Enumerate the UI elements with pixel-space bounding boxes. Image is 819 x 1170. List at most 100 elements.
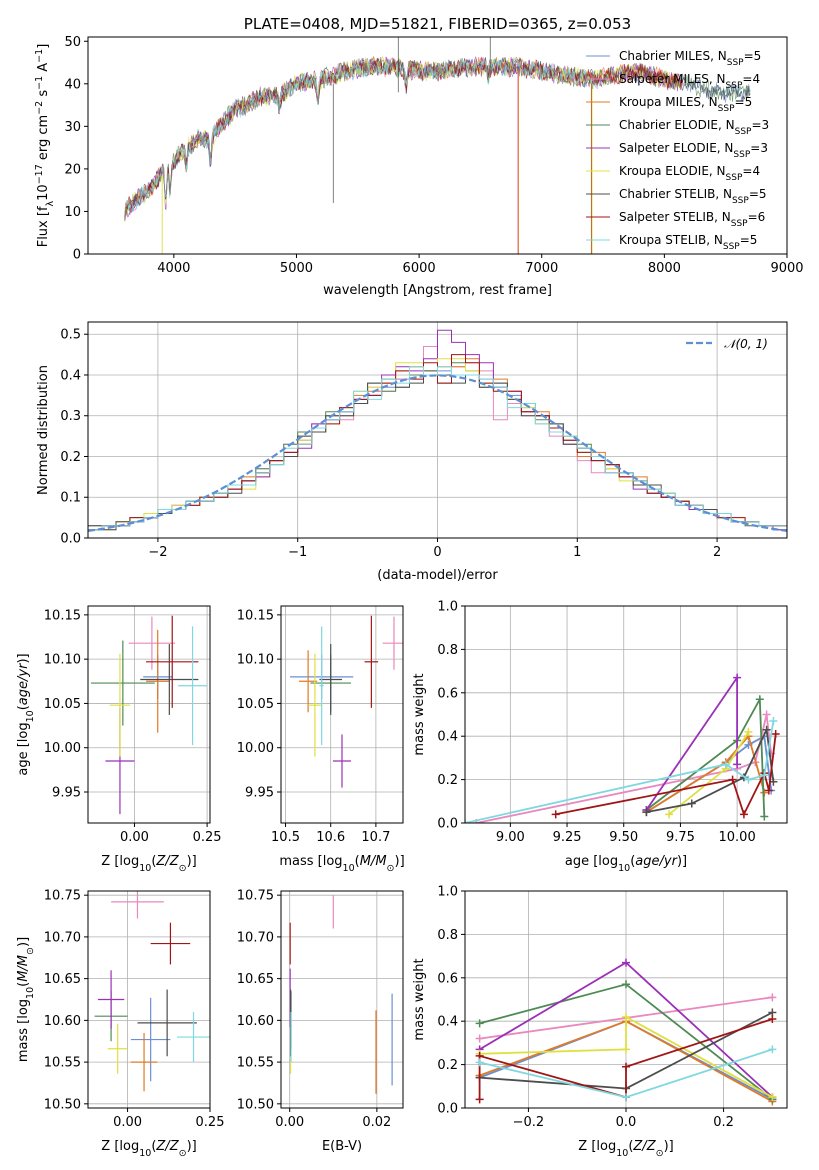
series-marker (622, 1045, 630, 1054)
x-tick-label: 10.7 (361, 830, 390, 845)
spectrum-xlabel: wavelength [Angstrom, rest frame] (323, 283, 552, 298)
y-tick-label: 9.95 (52, 786, 81, 801)
y-tick-label: 0.0 (437, 817, 458, 832)
y-tick-label: 10.75 (44, 889, 81, 904)
age-vs-z-frame (87, 605, 211, 824)
mass-vs-z-point (177, 1012, 210, 1063)
y-tick-label: 1.0 (437, 885, 458, 900)
age-vs-z-ylabel: age [log10(age/yr)] (16, 653, 36, 775)
x-tick-label: 0.25 (193, 830, 222, 845)
y-tick-label: 1.0 (437, 600, 458, 615)
series-line (645, 696, 766, 817)
legend-label: Salpeter MILES, NSSP=4 (619, 72, 760, 91)
y-tick-label: 0.1 (60, 491, 81, 506)
x-tick-label: 0 (433, 545, 441, 560)
series-marker (475, 1095, 484, 1104)
series-marker (622, 1012, 630, 1021)
mass-weight-vs-age-lines (465, 673, 780, 823)
mass-vs-ebv-frame (280, 890, 404, 1109)
y-tick-label: 0.0 (60, 532, 81, 547)
y-tick-label: 30 (64, 120, 81, 135)
histogram-xlabel: (data-model)/error (377, 568, 498, 583)
y-tick-label: 10.65 (44, 972, 81, 987)
series-marker (739, 810, 748, 819)
series-marker (622, 1093, 630, 1102)
mass-vs-z-point (130, 997, 171, 1082)
series-line (645, 734, 766, 813)
y-tick-label: 10.10 (44, 653, 81, 668)
mass-vs-z-point (97, 970, 125, 1029)
series-marker (755, 695, 764, 704)
y-tick-label: 10.00 (44, 741, 81, 756)
mass-vs-z-point (130, 1032, 158, 1092)
y-tick-label: 0.4 (437, 730, 458, 745)
x-tick-label: 0.00 (120, 830, 149, 845)
y-tick-label: 0.2 (60, 450, 81, 465)
y-tick-label: 10.55 (44, 1056, 81, 1071)
y-tick-label: 10.10 (237, 653, 274, 668)
y-tick-label: 0.2 (437, 1058, 458, 1073)
y-tick-label: 0.4 (437, 1015, 458, 1030)
series-marker (768, 1045, 777, 1054)
series-marker (744, 775, 753, 784)
age-vs-z-point (90, 640, 155, 726)
mass-weight-vs-age-xlabel: age [log10(age/yr)] (565, 854, 687, 874)
mass-weight-vs-age-ylabel: mass weight (412, 673, 427, 755)
x-tick-label: 9000 (770, 261, 803, 276)
series-marker (622, 1062, 630, 1071)
mass-vs-z-point (137, 989, 197, 1057)
y-tick-label: 0.5 (60, 328, 81, 343)
series-marker (665, 810, 674, 819)
series-marker (771, 730, 780, 739)
age-vs-z-points (90, 615, 208, 815)
series-marker (733, 673, 742, 682)
age-vs-mass-point (364, 615, 379, 708)
age-vs-z-point (109, 653, 131, 757)
age-vs-mass-point (332, 734, 352, 788)
y-tick-label: 0.6 (437, 686, 458, 701)
series-marker (728, 775, 737, 784)
mass-weight-vs-age-series-kroupa-elodie (665, 727, 753, 819)
x-tick-label: −2 (148, 545, 167, 560)
series-marker (768, 1093, 777, 1102)
normal-curve (88, 374, 787, 532)
series-line (555, 733, 777, 817)
mass-vs-z-points (94, 891, 210, 1092)
x-tick-label: 5000 (280, 261, 313, 276)
series-marker (760, 771, 769, 780)
mass-vs-z-point (111, 891, 164, 919)
x-tick-label: 0.25 (196, 1115, 225, 1130)
y-tick-label: 0.6 (437, 971, 458, 986)
mass-weight-vs-z-series-kroupa-stelib (475, 1045, 777, 1102)
series-marker (475, 1019, 484, 1028)
age-vs-mass-points (290, 615, 403, 788)
x-tick-label: −0.2 (513, 1115, 545, 1130)
spectrum-series-kroupa-stelib (124, 57, 597, 215)
legend-label: Kroupa STELIB, NSSP=5 (619, 233, 757, 252)
legend-label: Chabrier ELODIE, NSSP=3 (619, 118, 769, 137)
mass-vs-ebv-points (289, 895, 393, 1094)
series-marker (687, 799, 696, 808)
mass-vs-ebv-axes (281, 891, 403, 1108)
legend-label: 𝒩(0, 1) (724, 337, 768, 351)
series-marker (721, 760, 730, 769)
mass-weight-vs-age-frame (464, 605, 788, 824)
y-tick-label: 10.15 (44, 608, 81, 623)
legend-label: Salpeter ELODIE, NSSP=3 (619, 141, 768, 160)
x-tick-label: 10.6 (316, 830, 345, 845)
x-tick-label: 8000 (648, 261, 681, 276)
series-line (479, 1015, 773, 1098)
x-tick-label: 1 (573, 545, 581, 560)
series-marker (733, 760, 742, 769)
histogram-steps (88, 329, 787, 538)
spectrum-frame (87, 36, 788, 255)
histogram-series-salpeter-stelib (88, 354, 787, 538)
series-line (645, 674, 738, 811)
age-vs-z-point (146, 629, 170, 733)
spectrum-lines (124, 37, 751, 254)
y-tick-label: 10.75 (237, 889, 274, 904)
series-marker (744, 727, 753, 736)
series-marker (475, 1034, 484, 1043)
legend-label: Salpeter STELIB, NSSP=6 (619, 210, 765, 229)
